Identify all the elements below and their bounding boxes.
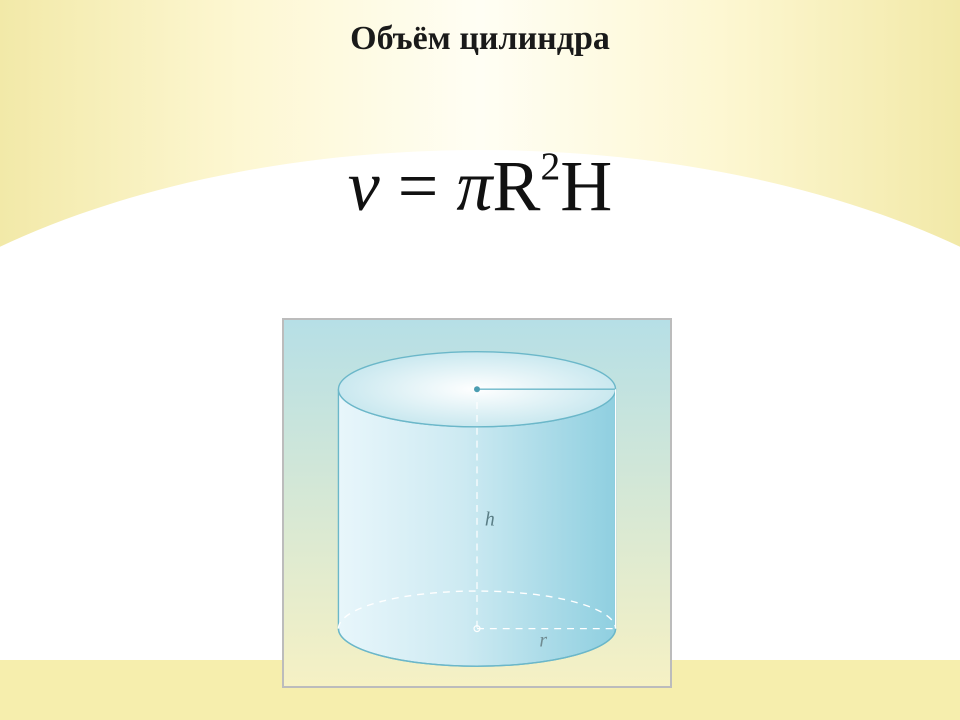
cylinder-figure-frame: h r [282,318,672,688]
volume-formula: v = πR2H [0,145,960,228]
formula-pi: π [456,146,492,226]
label-h: h [485,509,495,531]
formula-exp: 2 [540,144,560,188]
slide-root: Объём цилиндра v = πR2H [0,0,960,720]
label-r: r [539,629,547,651]
formula-v: v [348,146,380,226]
formula-eq: = [380,146,457,226]
cylinder-diagram: h r [284,320,670,686]
formula-R: R [492,146,540,226]
page-title: Объём цилиндра [0,20,960,58]
formula-H: H [560,146,612,226]
